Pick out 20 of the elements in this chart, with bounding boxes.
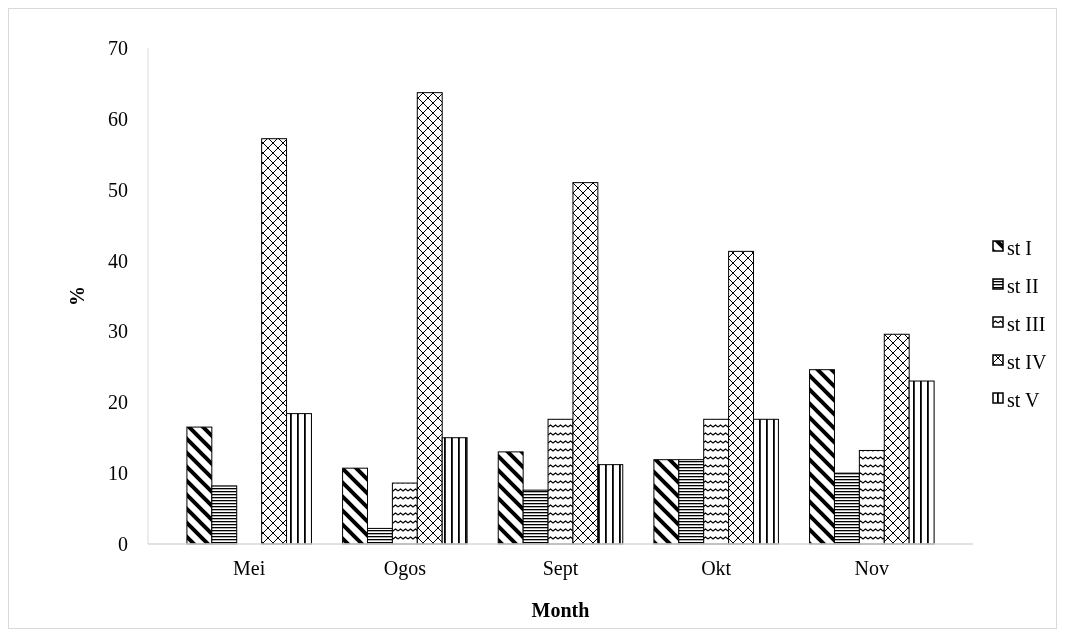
x-tick-label: Mei bbox=[233, 557, 266, 579]
legend-label: st III bbox=[1007, 313, 1046, 335]
x-tick-label: Sept bbox=[542, 557, 579, 580]
y-tick-label: 70 bbox=[108, 37, 128, 59]
legend-label: st IV bbox=[1007, 351, 1047, 373]
y-tick-label: 0 bbox=[118, 533, 128, 555]
x-tick-label: Ogos bbox=[383, 557, 427, 580]
y-tick-label: 50 bbox=[108, 178, 128, 201]
y-axis-title: % bbox=[66, 286, 88, 306]
y-tick-label: 30 bbox=[108, 320, 128, 343]
y-tick-label: 60 bbox=[108, 107, 128, 130]
legend-label: st II bbox=[1007, 275, 1039, 297]
legend-label: st I bbox=[1007, 237, 1032, 259]
y-tick-label: 10 bbox=[108, 462, 128, 485]
x-axis-title: Month bbox=[531, 599, 590, 621]
legend-label: st V bbox=[1007, 389, 1040, 411]
x-tick-label: Okt bbox=[701, 557, 732, 579]
x-tick-label: Nov bbox=[854, 557, 890, 579]
y-tick-label: 20 bbox=[108, 391, 128, 414]
y-tick-label: 40 bbox=[108, 249, 128, 272]
